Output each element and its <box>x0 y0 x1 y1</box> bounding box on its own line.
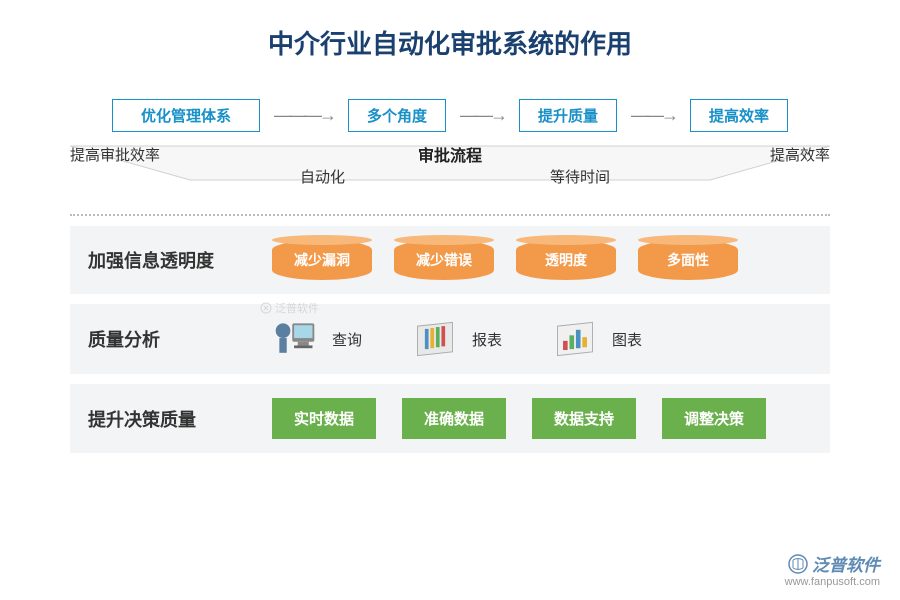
cylinder-item: 透明度 <box>516 240 616 280</box>
flow-box-4: 提高效率 <box>690 99 788 132</box>
watermark: 泛普软件 <box>260 300 319 316</box>
arrow-icon: ———→ <box>266 105 342 126</box>
cylinder-item: 减少漏洞 <box>272 240 372 280</box>
section-label: 提升决策质量 <box>88 406 258 432</box>
green-box-item: 准确数据 <box>402 398 506 439</box>
perspective-center-label: 审批流程 <box>70 142 830 166</box>
flow-box-1: 优化管理体系 <box>112 99 260 132</box>
section-decision-quality: 提升决策质量 实时数据 准确数据 数据支持 调整决策 <box>70 384 830 453</box>
green-box-item: 数据支持 <box>532 398 636 439</box>
analysis-item-chart: 图表 <box>552 318 642 360</box>
section-transparency: 加强信息透明度 减少漏洞 减少错误 透明度 多面性 <box>70 226 830 294</box>
analysis-item-query: 查询 <box>272 318 362 360</box>
arrow-icon: ——→ <box>623 105 684 126</box>
perspective-bottom-left: 自动化 <box>300 166 345 187</box>
section-label: 质量分析 <box>88 326 258 352</box>
brand-logo-icon <box>788 554 808 574</box>
footer-brand: 泛普软件 www.fanpusoft.com <box>785 551 880 588</box>
analysis-label: 图表 <box>612 329 642 350</box>
report-icon <box>412 318 458 360</box>
section-label: 加强信息透明度 <box>88 247 258 273</box>
flow-box-3: 提升质量 <box>519 99 617 132</box>
arrow-icon: ——→ <box>452 105 513 126</box>
analysis-label: 报表 <box>472 329 502 350</box>
page-title: 中介行业自动化审批系统的作用 <box>0 0 900 61</box>
computer-icon <box>272 318 318 360</box>
green-box-item: 调整决策 <box>662 398 766 439</box>
brand-name: 泛普软件 <box>812 551 880 576</box>
brand-url: www.fanpusoft.com <box>785 576 880 588</box>
flow-box-2: 多个角度 <box>348 99 446 132</box>
flow-row: 优化管理体系 ———→ 多个角度 ——→ 提升质量 ——→ 提高效率 <box>0 99 900 132</box>
cylinder-item: 多面性 <box>638 240 738 280</box>
green-box-item: 实时数据 <box>272 398 376 439</box>
analysis-item-report: 报表 <box>412 318 502 360</box>
section-quality-analysis: 质量分析 查询 <box>70 304 830 374</box>
chart-icon <box>552 318 598 360</box>
divider <box>70 214 830 216</box>
perspective-group: 提高审批效率 提高效率 审批流程 自动化 等待时间 <box>70 142 830 200</box>
perspective-bottom-right: 等待时间 <box>550 166 610 187</box>
analysis-label: 查询 <box>332 329 362 350</box>
cylinder-item: 减少错误 <box>394 240 494 280</box>
